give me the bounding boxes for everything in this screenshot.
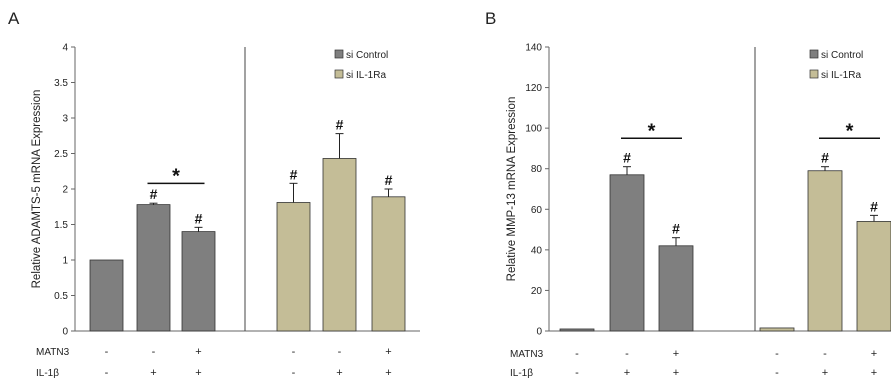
panel-b-bar [609,174,645,332]
panel-a-condition-value: - [105,367,109,379]
panel-a-condition-name: MATN3 [36,347,70,358]
panel-a-legend-swatch [334,69,344,79]
panel-a-bar [276,202,311,332]
panel-b-condition-value: + [822,367,828,379]
panel-a-y-tick-label: 2.5 [54,149,68,160]
panel-a-legend-swatch [334,49,344,59]
panel-b-y-tick-label: 0 [536,327,542,338]
panel-b-condition-name: MATN3 [510,349,544,360]
panel-a-bar-annotation: # [150,186,158,202]
panel-a-y-tick-label: 0.5 [54,291,68,302]
panel-b-bar-annotation: # [623,150,631,166]
panel-b-legend-label: si IL-1Ra [821,70,861,81]
panel-b-significance-label: * [648,120,656,142]
panel-b-condition-value: - [823,348,827,360]
panel-a-condition-value: - [292,346,296,358]
panel-b-legend-label: si Control [821,50,863,61]
panel-b-bar [658,245,694,332]
panel-b-bar-annotation: # [821,150,829,166]
panel-a-y-tick-label: 3.5 [54,78,68,89]
panel-b-condition-value: - [575,367,579,379]
panel-a-condition-value: + [150,367,156,379]
panel-a-y-tick-label: 2 [62,185,68,196]
panel-b-significance-label: * [846,120,854,142]
panel-b-y-tick-label: 40 [531,245,543,256]
panel-a-legend-label: si Control [346,50,388,61]
panel-a-bar [322,158,357,332]
panel-a-y-tick-label: 1.5 [54,220,68,231]
panel-a-bar [181,231,216,332]
panel-a-bar-annotation: # [195,210,203,226]
panel-a-bar [136,204,171,332]
panel-a-y-tick-label: 0 [62,327,68,338]
panel-a-y-tick-label: 4 [62,43,68,54]
panel-b-bar [856,221,891,332]
panel-a-condition-value: - [152,346,156,358]
panel-b-y-axis-title: Relative MMP-13 mRNA Expression [506,97,518,282]
panel-b-label: B [485,9,496,28]
panel-b-bar-annotation: # [870,198,878,214]
panel-a-condition-value: + [336,367,342,379]
panel-b-y-tick-label: 60 [531,205,543,216]
panel-a-bar-annotation: # [290,166,298,182]
panel-a-condition-value: + [385,346,391,358]
panel-a-significance-label: * [172,165,180,187]
panel-a-condition-name: IL-1β [36,368,59,379]
panel-b-legend-swatch [809,49,819,59]
panel-b-condition-value: - [775,367,779,379]
panel-b-condition-value: + [673,367,679,379]
panel-a-label: A [8,9,20,28]
panel-b-bar [807,170,843,332]
panel-a-y-axis-title: Relative ADAMTS-5 mRNA Expression [31,90,43,289]
panel-b-condition-value: - [625,348,629,360]
panel-b-condition-value: + [624,367,630,379]
panel-b-condition-value: - [575,348,579,360]
panel-b-legend-swatch [809,69,819,79]
panel-b-y-tick-label: 100 [525,124,542,135]
panel-a-y-tick-label: 1 [62,256,68,267]
panel-b-bar-annotation: # [672,221,680,237]
panel-a-condition-value: + [195,367,201,379]
panel-b-y-tick-label: 20 [531,286,543,297]
panel-a-condition-value: - [292,367,296,379]
panel-b-y-tick-label: 140 [525,43,542,54]
panel-a-condition-value: - [105,346,109,358]
panel-b-y-tick-label: 120 [525,83,542,94]
panel-a-bar-annotation: # [385,172,393,188]
panel-a-bar [89,259,124,332]
panel-b-condition-value: + [871,367,877,379]
panel-b-condition-value: + [673,348,679,360]
panel-b-bar [759,327,795,332]
panel-b-y-tick-label: 80 [531,164,543,175]
panel-a-condition-value: + [385,367,391,379]
panel-a-bar-annotation: # [336,117,344,133]
panel-a-legend-label: si IL-1Ra [346,70,386,81]
panel-a-condition-value: + [195,346,201,358]
panel-a-bar [371,196,406,332]
panel-b-condition-value: - [775,348,779,360]
panel-b-condition-name: IL-1β [510,368,533,379]
panel-b-condition-value: + [871,348,877,360]
panel-b-bar [559,328,595,332]
panel-a-condition-value: - [338,346,342,358]
panel-a-y-tick-label: 3 [62,114,68,125]
